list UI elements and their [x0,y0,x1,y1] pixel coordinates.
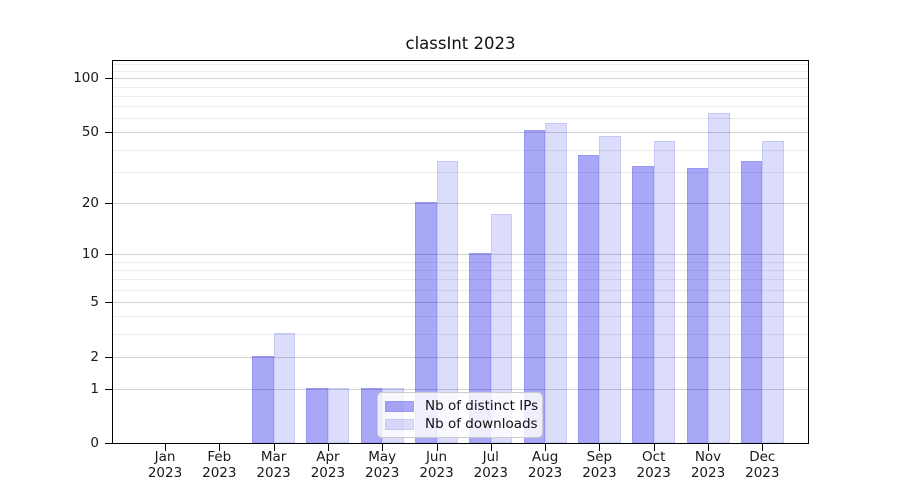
bar-distinct-ips-oct [632,165,654,443]
gridline-minor [113,106,808,108]
x-tick-mark [545,444,547,451]
legend-item: Nb of downloads [385,416,538,432]
x-tick-label: Mar 2023 [256,449,291,481]
x-tick-label: Nov 2023 [690,449,726,481]
gridline-major [113,202,808,204]
gridline-minor [113,261,808,263]
legend: Nb of distinct IPs Nb of downloads [377,392,543,438]
y-tick-label: 2 [90,348,99,365]
bar-downloads-jul [490,213,513,443]
plot-area: 100 50 20 10 5 2 1 0 Jan 2023 Feb 2023 Mar 2023 Apr 202… [73,60,809,480]
x-tick-mark [219,444,221,451]
x-tick-mark [708,444,709,451]
y-tick-label: 1 [90,381,99,398]
gridline-minor [113,334,808,336]
gridline-minor [113,95,808,97]
y-tick-mark [105,356,112,358]
gridline-minor [113,289,808,291]
x-tick-label: Aug 2023 [527,449,563,481]
bar-downloads-dec [762,141,784,443]
gridline-major [113,302,808,304]
y-tick-label: 20 [81,194,99,211]
x-tick-mark [327,444,329,451]
y-tick-label: 100 [73,70,99,87]
y-tick-mark [105,389,112,391]
gridline-minor [113,70,808,72]
gridline-minor [113,279,808,281]
gridline-major [113,389,808,391]
y-tick-mark [105,302,112,304]
gridline-minor [113,86,808,88]
bar-downloads-apr [327,388,350,443]
legend-item: Nb of distinct IPs [385,398,539,414]
x-tick-mark [490,444,492,451]
gridline-minor [113,171,808,173]
bar-downloads-nov [708,113,730,443]
legend-swatch-downloads [385,418,414,430]
bar-distinct-ips-apr [306,388,328,443]
x-tick-label: Jul 2023 [473,449,508,481]
x-tick-label: Jan 2023 [147,449,183,481]
bar-downloads-sep [599,136,621,443]
gridline-major [113,78,808,80]
x-tick-label: Oct 2023 [636,449,671,481]
gridline-major [113,132,808,134]
legend-swatch-distinct-ips [385,400,414,412]
gridline-minor [113,269,808,271]
bar-downloads-jun [436,161,458,443]
gridline-minor [113,149,808,151]
x-tick-label: Dec 2023 [745,449,780,481]
bar-distinct-ips-mar [252,355,274,443]
gridline-minor [113,118,808,120]
x-tick-mark [165,444,166,451]
gridline-major [113,253,808,255]
legend-label: Nb of distinct IPs [425,398,539,414]
bar-distinct-ips-jun [415,201,437,443]
bar-distinct-ips-nov [686,168,708,443]
bar-downloads-aug [545,122,567,443]
y-tick-mark [105,253,112,255]
x-tick-mark [273,444,275,451]
x-tick-label: Jun 2023 [419,449,454,481]
y-tick-label: 10 [81,245,99,262]
bar-downloads-mar [273,333,296,443]
y-tick-mark [105,132,112,134]
x-tick-label: Sep 2023 [582,449,617,481]
chart-title: classInt 2023 [405,34,516,53]
bar-downloads-oct [653,141,676,443]
x-tick-label: Feb 2023 [202,449,237,481]
y-tick-mark [105,202,112,204]
x-tick-mark [762,444,764,451]
x-tick-label: Apr 2023 [310,449,346,481]
y-tick-label: 50 [81,124,99,141]
x-tick-mark [382,444,384,451]
bar-distinct-ips-dec [740,161,763,443]
y-tick-mark [105,78,112,80]
bar-distinct-ips-aug [523,129,546,443]
x-tick-mark [599,444,601,451]
legend-label: Nb of downloads [425,416,538,432]
x-tick-label: May 2023 [365,449,400,481]
gridline-minor [113,316,808,318]
y-tick-label: 5 [90,294,99,311]
bar-distinct-ips-sep [577,154,600,443]
y-tick-mark [105,443,112,444]
x-tick-mark [653,444,655,451]
x-tick-mark [436,444,438,451]
gridline-major [113,356,808,358]
gridline-minor [113,63,808,65]
y-tick-label: 0 [90,435,99,451]
